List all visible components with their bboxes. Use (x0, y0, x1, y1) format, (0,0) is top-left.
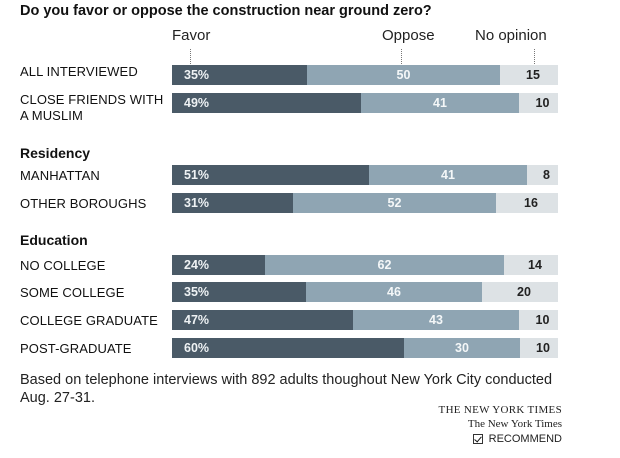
publisher-name-secondary: The New York Times (467, 418, 562, 430)
methodology-note: Based on telephone interviews with 892 a… (20, 372, 553, 406)
oppose-bar: 41 (361, 93, 519, 113)
oppose-bar: 41 (369, 165, 527, 185)
oppose-bar: 43 (353, 310, 519, 330)
oppose-bar: 52 (293, 193, 496, 213)
row-label: ALL INTERVIEWED (20, 64, 138, 79)
no-opinion-tick (534, 49, 535, 64)
favor-bar: 49% (172, 93, 361, 113)
chart-title: Do you favor or oppose the construction … (20, 3, 432, 19)
favor-bar: 35% (172, 65, 307, 85)
oppose-bar: 30 (404, 338, 520, 358)
favor-bar: 51% (172, 165, 369, 185)
column-header-oppose: Oppose (382, 27, 435, 44)
recommend-label: RECOMMEND (488, 433, 562, 445)
group-heading-education: Education (20, 232, 88, 248)
no-opinion-bar: 10 (520, 338, 558, 358)
oppose-bar: 50 (307, 65, 500, 85)
row-label: MANHATTAN (20, 168, 100, 183)
oppose-bar: 46 (306, 282, 482, 302)
favor-bar: 60% (172, 338, 404, 358)
no-opinion-bar: 15 (500, 65, 558, 85)
favor-tick (190, 49, 191, 64)
no-opinion-bar: 16 (496, 193, 558, 213)
column-header-no-opinion: No opinion (475, 27, 547, 44)
row-label: SOME COLLEGE (20, 285, 125, 300)
checkbox-icon[interactable] (472, 434, 483, 444)
row-label: COLLEGE GRADUATE (20, 313, 158, 328)
no-opinion-bar: 14 (504, 255, 558, 275)
no-opinion-bar: 10 (519, 310, 558, 330)
favor-bar: 24% (172, 255, 265, 275)
column-header-favor: Favor (172, 27, 211, 44)
oppose-bar: 62 (265, 255, 504, 275)
group-heading-residency: Residency (20, 145, 91, 161)
row-label: OTHER BOROUGHS (20, 196, 147, 211)
row-label: POST-GRADUATE (20, 341, 132, 356)
no-opinion-bar: 10 (519, 93, 558, 113)
no-opinion-bar: 8 (527, 165, 558, 185)
recommend-button[interactable]: RECOMMEND (472, 433, 562, 445)
oppose-tick (401, 49, 402, 64)
row-label: NO COLLEGE (20, 258, 106, 273)
favor-bar: 35% (172, 282, 306, 302)
no-opinion-bar: 20 (482, 282, 558, 302)
favor-bar: 47% (172, 310, 353, 330)
favor-bar: 31% (172, 193, 293, 213)
row-label: CLOSE FRIENDS WITH A MUSLIM (20, 92, 164, 123)
publisher-name: THE NEW YORK TIMES (438, 404, 562, 416)
